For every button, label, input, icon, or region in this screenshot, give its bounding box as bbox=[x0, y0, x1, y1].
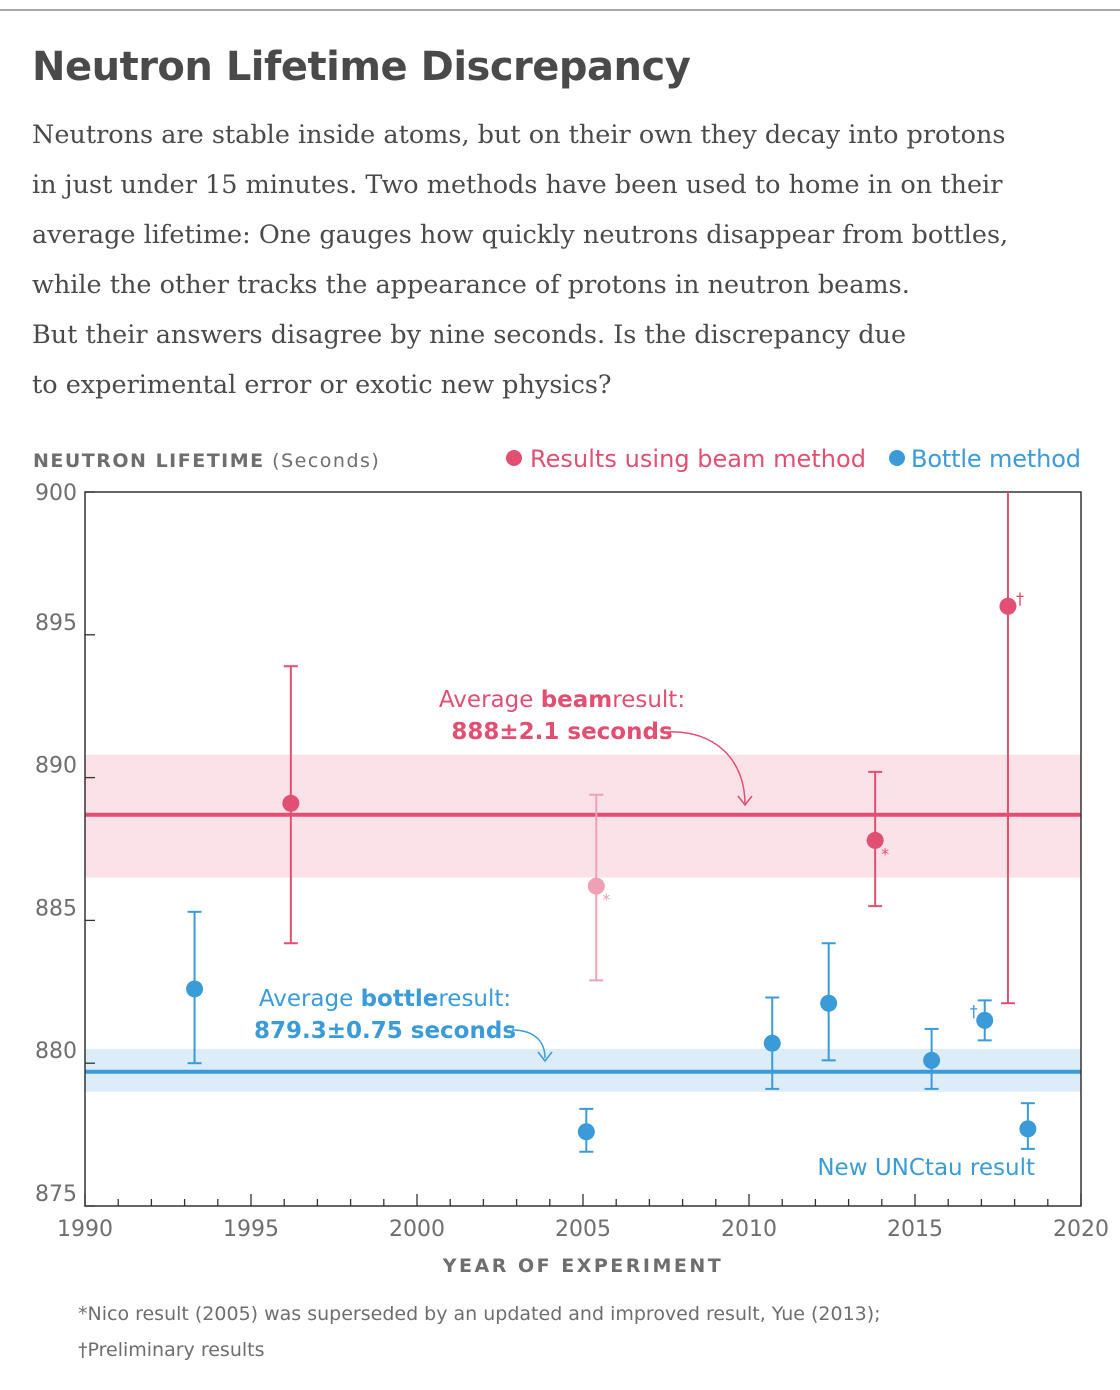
y-axis-title-main: NEUTRON LIFETIME bbox=[33, 450, 265, 472]
average-label-arrows bbox=[511, 731, 753, 1063]
intro-line: But their answers disagree by nine secon… bbox=[32, 320, 907, 350]
y-axis-title-unit: (Seconds) bbox=[272, 450, 380, 472]
y-axis-title: NEUTRON LIFETIME (Seconds) bbox=[33, 450, 380, 472]
beam-data-point bbox=[999, 597, 1017, 615]
bottle-data-point bbox=[820, 994, 838, 1012]
x-axis-title: YEAR OF EXPERIMENT bbox=[442, 1255, 723, 1277]
legend: Results using beam method Bottle method bbox=[506, 445, 1081, 473]
top-divider bbox=[0, 9, 1120, 11]
y-tick-label: 900 bbox=[35, 481, 77, 506]
legend-bottle-label: Bottle method bbox=[911, 445, 1081, 473]
y-tick-label: 875 bbox=[35, 1182, 77, 1207]
intro-line: to experimental error or exotic new phys… bbox=[32, 370, 612, 400]
intro-line: in just under 15 minutes. Two methods ha… bbox=[32, 170, 1003, 200]
page-title: Neutron Lifetime Discrepancy bbox=[32, 44, 691, 90]
bottle-data-point bbox=[577, 1123, 595, 1141]
beam-average-suffix: result: bbox=[612, 687, 685, 713]
y-tick-label: 890 bbox=[35, 754, 77, 779]
beam-average-label: Average beamresult: 888±2.1 seconds bbox=[439, 687, 685, 745]
legend-beam-marker bbox=[506, 450, 522, 466]
bottle-point-mark: † bbox=[970, 1001, 978, 1020]
data-points bbox=[186, 597, 1037, 1141]
intro-paragraph: Neutrons are stable inside atoms, but on… bbox=[32, 110, 1102, 410]
bottle-average-arrow bbox=[511, 1029, 546, 1059]
x-tick-label: 2010 bbox=[721, 1217, 777, 1242]
beam-data-point bbox=[587, 877, 605, 895]
beam-data-point bbox=[866, 831, 884, 849]
average-lines bbox=[85, 812, 1081, 1074]
bottle-average-label: Average bottleresult: 879.3±0.75 seconds bbox=[254, 986, 516, 1044]
x-tick-label: 2000 bbox=[389, 1217, 445, 1242]
bottle-average-suffix: result: bbox=[438, 986, 511, 1012]
bottle-data-point bbox=[1019, 1120, 1037, 1138]
intro-line: Neutrons are stable inside atoms, but on… bbox=[32, 120, 1006, 150]
bottle-average-caption: Average bottleresult: bbox=[259, 986, 511, 1012]
lifetime-chart: 1990 1995 2000 2005 2010 2015 2020 875 880 885 890… bbox=[33, 445, 1109, 1277]
bottle-average-bold: bottle bbox=[361, 986, 439, 1012]
beam-average-value: 888±2.1 seconds bbox=[451, 719, 672, 745]
point-marks: * * † † bbox=[602, 589, 1024, 1020]
x-tick-label: 1995 bbox=[223, 1217, 279, 1242]
x-tick-label: 1990 bbox=[57, 1217, 113, 1242]
footnote-nico: *Nico result (2005) was superseded by an… bbox=[78, 1303, 881, 1325]
bottle-data-point bbox=[923, 1051, 941, 1069]
intro-line: while the other tracks the appearance of… bbox=[32, 270, 910, 300]
bottle-data-point bbox=[186, 980, 204, 998]
x-tick-label: 2005 bbox=[555, 1217, 611, 1242]
axis-tick-labels: 1990 1995 2000 2005 2010 2015 2020 875 880 885 890… bbox=[35, 481, 1109, 1242]
bottle-data-point bbox=[763, 1034, 781, 1052]
beam-average-caption: Average beamresult: bbox=[439, 687, 685, 713]
beam-average-bold: beam bbox=[541, 687, 613, 713]
beam-data-point bbox=[282, 794, 300, 812]
y-tick-label: 895 bbox=[35, 611, 77, 636]
x-tick-label: 2015 bbox=[887, 1217, 943, 1242]
beam-point-mark: * bbox=[881, 844, 889, 863]
bottle-average-value: 879.3±0.75 seconds bbox=[254, 1018, 516, 1044]
axis-ticks bbox=[84, 491, 1082, 1207]
footnotes: *Nico result (2005) was superseded by an… bbox=[78, 1296, 881, 1368]
y-tick-label: 880 bbox=[35, 1039, 77, 1064]
beam-point-mark: * bbox=[602, 890, 610, 909]
beam-average-prefix: Average bbox=[439, 687, 533, 713]
beam-point-mark: † bbox=[1016, 589, 1024, 608]
legend-beam-label: Results using beam method bbox=[530, 445, 866, 473]
bottle-data-point bbox=[976, 1011, 994, 1029]
footnote-preliminary: †Preliminary results bbox=[78, 1339, 265, 1361]
beam-average-arrow bbox=[667, 731, 746, 805]
x-tick-label: 2020 bbox=[1053, 1217, 1109, 1242]
intro-line: average lifetime: One gauges how quickly… bbox=[32, 220, 1009, 250]
legend-bottle-marker bbox=[889, 450, 905, 466]
y-tick-label: 885 bbox=[35, 896, 77, 921]
beam-average-arrowhead bbox=[737, 795, 753, 807]
bottle-average-prefix: Average bbox=[259, 986, 353, 1012]
bottle-average-arrowhead bbox=[537, 1051, 553, 1063]
new-unctau-annotation: New UNCtau result bbox=[817, 1155, 1035, 1181]
